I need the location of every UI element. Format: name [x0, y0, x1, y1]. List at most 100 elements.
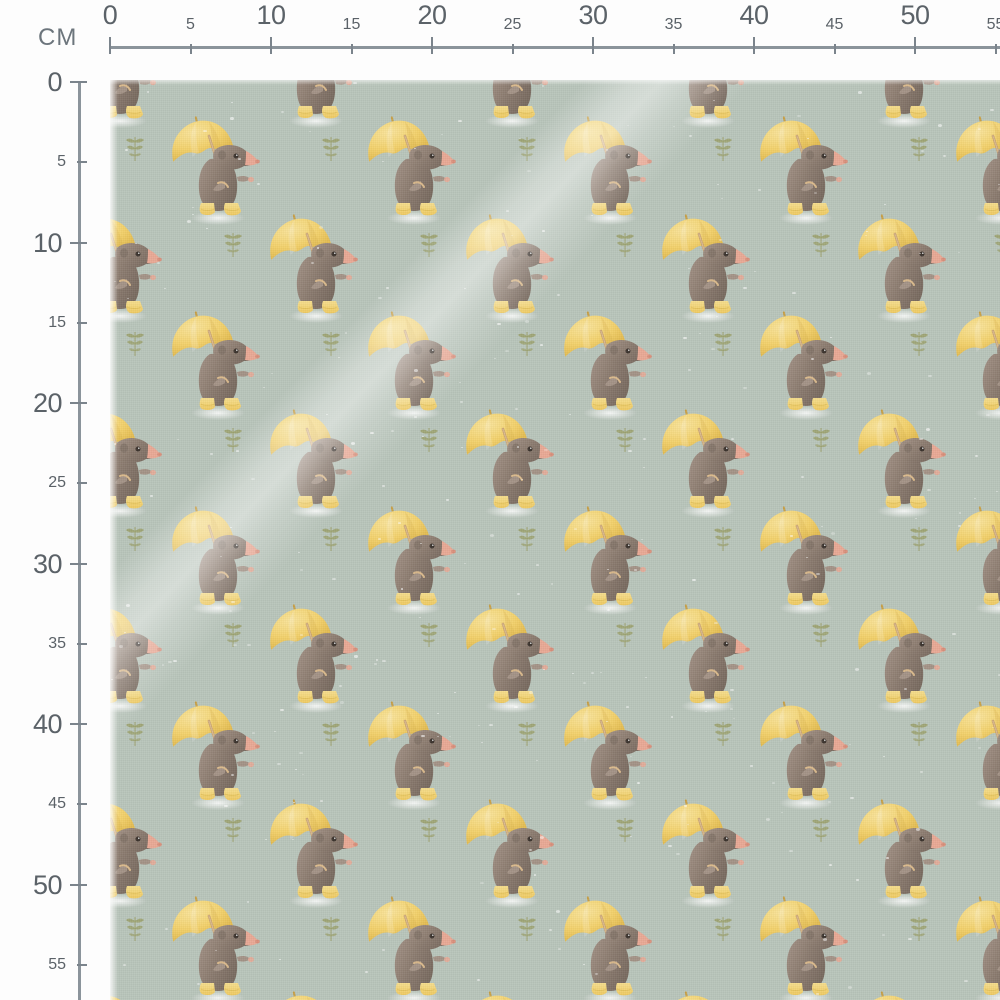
motif-rain-dash: [317, 247, 320, 249]
motif-mole-umbrella: [756, 895, 856, 1000]
motif-rain-dash: [641, 539, 644, 541]
motif-rain-dash: [298, 552, 301, 554]
motif-rain-dash: [127, 298, 130, 300]
motif-mole-umbrella: [110, 408, 170, 520]
v-ruler-minor-label-55: 55: [48, 955, 66, 973]
motif-rain-dash: [607, 609, 610, 611]
motif-mole-umbrella: [560, 700, 660, 812]
motif-mole-umbrella: [168, 700, 268, 812]
motif-rain-dash: [274, 731, 276, 733]
motif-rain-dash: [292, 839, 294, 840]
motif-olive-sprig: [710, 327, 736, 357]
motif-mole-umbrella: [462, 990, 562, 1000]
motif-rain-dash: [300, 569, 303, 571]
motif-mole-umbrella: [462, 798, 562, 910]
vertical-ruler: 0 10 20 30 40 50 5 15 25 35 45 55: [0, 0, 110, 1000]
motif-rain-dash: [354, 655, 359, 658]
motif-olive-sprig: [710, 522, 736, 552]
motif-rain-dash: [916, 828, 921, 831]
motif-olive-sprig: [808, 813, 834, 843]
motif-rain-dash: [699, 333, 702, 335]
motif-rain-dash: [162, 664, 165, 666]
motif-rain-dash: [338, 357, 341, 359]
motif-rain-dash: [489, 724, 493, 727]
motif-rain-dash: [437, 713, 440, 715]
motif-rain-dash: [458, 120, 462, 123]
motif-mole-umbrella: [266, 798, 366, 910]
fabric-swatch[interactable]: [110, 80, 1000, 1000]
motif-rain-dash: [536, 564, 539, 566]
motif-mole-umbrella: [560, 310, 660, 422]
motif-rain-dash: [374, 663, 378, 665]
motif-rain-dash: [370, 432, 374, 435]
motif-rain-dash: [126, 604, 130, 607]
motif-rain-dash: [628, 450, 632, 453]
motif-rain-dash: [224, 805, 228, 808]
motif-rain-dash: [247, 901, 250, 903]
motif-rain-dash: [683, 337, 687, 340]
motif-rain-dash: [220, 556, 222, 558]
motif-mole-umbrella: [756, 115, 856, 227]
h-ruler-major-label-30: 30: [578, 0, 608, 30]
h-ruler-minor-label-5: 5: [186, 16, 195, 33]
motif-rain-dash: [830, 337, 833, 339]
h-ruler-major-label-0: 0: [102, 0, 118, 30]
motif-olive-sprig: [416, 813, 442, 843]
h-ruler-major-tick-20: [431, 37, 433, 54]
motif-rain-dash: [419, 617, 422, 619]
motif-rain-dash: [460, 401, 463, 403]
motif-rain-dash: [823, 938, 827, 941]
motif-rain-dash: [743, 287, 747, 290]
motif-rain-dash: [627, 125, 630, 127]
motif-rain-dash: [908, 938, 912, 941]
motif-rain-dash: [299, 752, 303, 755]
motif-mole-umbrella: [110, 603, 170, 715]
motif-mole-umbrella: [462, 80, 562, 130]
motif-rain-dash: [606, 149, 609, 151]
motif-rain-dash: [557, 294, 561, 296]
motif-rain-dash: [790, 535, 793, 537]
motif-olive-sprig: [122, 717, 148, 747]
motif-rain-dash: [733, 718, 736, 720]
motif-rain-dash: [858, 91, 862, 94]
motif-rain-dash: [481, 742, 483, 744]
motif-rain-dash: [583, 682, 586, 684]
motif-rain-dash: [135, 243, 137, 245]
motif-mole-umbrella: [756, 310, 856, 422]
motif-rain-dash: [203, 130, 207, 133]
horizontal-ruler: CM 0 10 20 30 40 50 5 15 25 35 45 55: [0, 0, 1000, 80]
motif-rain-dash: [345, 332, 348, 334]
motif-olive-sprig: [318, 717, 344, 747]
motif-mole-umbrella: [110, 80, 170, 130]
motif-rain-dash: [926, 428, 931, 431]
motif-olive-sprig: [710, 912, 736, 942]
motif-rain-dash: [978, 747, 981, 749]
motif-rain-dash: [816, 993, 819, 995]
motif-olive-sprig: [906, 132, 932, 162]
motif-rain-dash: [351, 442, 356, 445]
motif-mole-umbrella: [854, 213, 954, 325]
motif-rain-dash: [998, 674, 1000, 677]
motif-rain-dash: [958, 252, 960, 254]
h-ruler-major-label-20: 20: [417, 0, 447, 30]
motif-rain-dash: [382, 161, 385, 163]
motif-rain-dash: [676, 853, 680, 856]
motif-mole-umbrella: [854, 408, 954, 520]
motif-mole-umbrella: [462, 603, 562, 715]
motif-rain-dash: [461, 447, 464, 449]
motif-rain-dash: [630, 836, 632, 838]
motif-rain-dash: [257, 183, 260, 185]
h-ruler-minor-tick-25: [511, 44, 514, 54]
motif-mole-umbrella: [854, 798, 954, 910]
motif-rain-dash: [606, 721, 608, 723]
motif-mole-umbrella: [658, 213, 758, 325]
motif-rain-dash: [382, 485, 385, 487]
h-ruler-minor-label-15: 15: [342, 16, 361, 33]
motif-rain-dash: [229, 610, 232, 612]
motif-rain-dash: [326, 414, 329, 416]
motif-mole-umbrella: [168, 895, 268, 1000]
motif-rain-dash: [743, 387, 747, 390]
motif-mole-umbrella: [168, 115, 268, 227]
motif-rain-dash: [534, 874, 537, 876]
motif-rain-dash: [536, 760, 539, 762]
